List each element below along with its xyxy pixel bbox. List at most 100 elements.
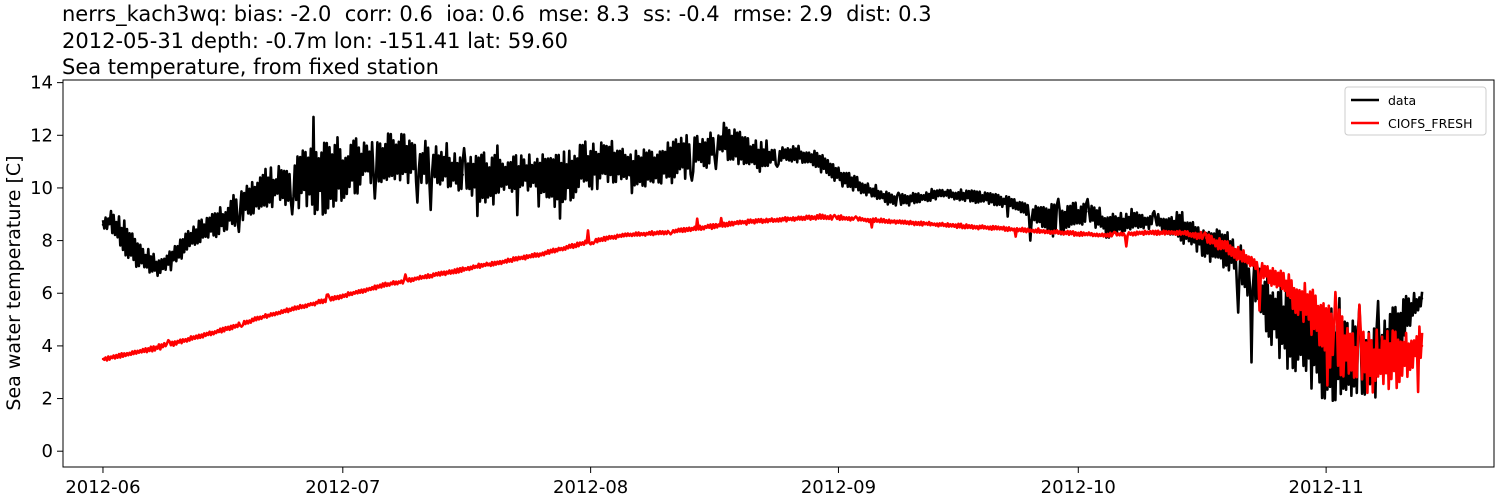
data-point [1157, 220, 1160, 224]
data-point [421, 276, 424, 279]
x-axis: 2012-06 2012-07 2012-08 2012-09 2012-10 2012-… [65, 467, 1364, 498]
data-point [797, 152, 800, 155]
data-point [749, 152, 752, 155]
data-point [1276, 278, 1280, 282]
data-point [437, 165, 440, 169]
data-point [901, 220, 904, 224]
data-point [701, 149, 704, 153]
data-point [1300, 299, 1304, 303]
data-point [741, 220, 744, 224]
data-point [181, 339, 185, 342]
data-point [261, 315, 265, 319]
data-point [677, 157, 680, 161]
y-axis-label: Sea water temperature [C] [3, 155, 25, 410]
data-point [661, 231, 664, 234]
data-point [1300, 336, 1304, 340]
data-point [109, 218, 113, 221]
data-point [1013, 202, 1016, 205]
y-tick-label: 14 [30, 73, 53, 94]
data-point [821, 215, 824, 219]
data-point [1276, 318, 1280, 321]
data-point [1061, 231, 1064, 234]
data-point [381, 284, 384, 287]
data-point [101, 357, 105, 361]
data-point [1181, 231, 1184, 234]
data-point [533, 170, 536, 174]
data-point [1228, 247, 1232, 250]
data-point [621, 234, 624, 237]
data-point [965, 194, 968, 198]
data-point [141, 257, 145, 261]
data-point [413, 160, 416, 163]
x-tick-label: 2012-06 [65, 477, 140, 498]
data-point [557, 181, 560, 184]
y-tick-label: 8 [42, 231, 53, 252]
data-point [389, 152, 392, 155]
data-point [989, 197, 992, 200]
y-tick-label: 12 [30, 125, 53, 146]
data-point [1133, 218, 1136, 221]
data-point [1372, 363, 1376, 366]
data-point [1252, 281, 1256, 284]
data-point [221, 328, 225, 332]
legend-label: data [1388, 93, 1416, 108]
y-tick-label: 0 [42, 441, 53, 462]
title-line-1: nerrs_kach3wq: bias: -2.0 corr: 0.6 ioa:… [62, 2, 932, 26]
data-point [293, 181, 297, 184]
data-point [1181, 226, 1184, 229]
data-point [1388, 336, 1392, 340]
y-tick-label: 4 [42, 336, 53, 357]
data-point [1252, 263, 1256, 266]
data-point [581, 165, 584, 169]
data-point [501, 260, 504, 263]
data-point [773, 155, 776, 158]
plot-area [62, 79, 1495, 468]
data-point [653, 165, 656, 169]
x-tick-label: 2012-11 [1289, 477, 1364, 498]
data-point [1396, 357, 1400, 361]
data-point [485, 178, 488, 182]
data-point [541, 252, 544, 255]
data-point [1420, 297, 1424, 300]
data-point [269, 186, 273, 190]
series-traces [101, 115, 1424, 403]
data-point [1037, 215, 1040, 219]
data-point [845, 178, 848, 182]
data-point [1101, 234, 1104, 237]
data-point [125, 239, 129, 242]
data-point [1205, 236, 1208, 240]
x-tick-label: 2012-09 [801, 477, 876, 498]
data-point [1324, 328, 1328, 332]
data-point [301, 305, 305, 308]
x-tick-label: 2012-07 [305, 477, 380, 498]
data-point [221, 218, 225, 221]
data-point [173, 252, 177, 255]
y-tick-label: 10 [30, 178, 53, 199]
data-point [917, 197, 920, 200]
chart-title: nerrs_kach3wq: bias: -2.0 corr: 0.6 ioa:… [62, 1, 1162, 81]
data-point [1348, 352, 1352, 355]
data-point [941, 223, 944, 226]
legend-item: CIOFS_FRESH [1351, 116, 1473, 131]
data-point [1420, 344, 1424, 348]
data-point [725, 139, 728, 142]
data-point [101, 223, 105, 226]
data-point [821, 163, 824, 166]
data-point [461, 268, 464, 271]
data-point [1404, 315, 1408, 319]
title-line-2: 2012-05-31 depth: -0.7m lon: -151.41 lat… [62, 28, 568, 53]
data-point [1085, 210, 1088, 213]
y-tick-label: 2 [42, 389, 53, 410]
data-point [869, 189, 872, 192]
data-point [141, 349, 145, 353]
data-point [365, 160, 368, 163]
data-point [893, 199, 896, 203]
data-point [1021, 228, 1024, 232]
legend-box [1344, 86, 1487, 136]
data-point [197, 231, 201, 234]
data-point [317, 173, 321, 176]
data-point [341, 294, 345, 298]
series-line [101, 213, 1424, 395]
data-point [581, 242, 584, 245]
data-point [605, 163, 608, 166]
